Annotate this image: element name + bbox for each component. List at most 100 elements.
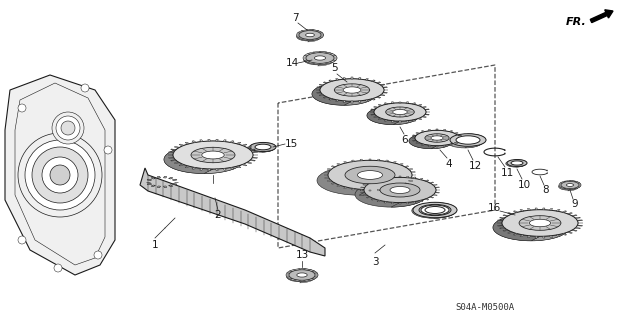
Polygon shape	[408, 180, 413, 182]
Polygon shape	[323, 82, 328, 83]
Polygon shape	[562, 211, 566, 212]
Ellipse shape	[286, 269, 318, 281]
FancyArrow shape	[590, 10, 613, 23]
Polygon shape	[192, 141, 196, 143]
Ellipse shape	[303, 52, 337, 64]
Ellipse shape	[299, 31, 321, 40]
Text: 8: 8	[543, 185, 549, 195]
Ellipse shape	[249, 143, 275, 152]
Polygon shape	[500, 217, 505, 219]
Polygon shape	[351, 101, 353, 103]
Polygon shape	[428, 130, 431, 131]
Ellipse shape	[296, 30, 323, 41]
Polygon shape	[168, 185, 173, 187]
Polygon shape	[429, 182, 434, 183]
Polygon shape	[406, 102, 409, 103]
Polygon shape	[351, 78, 353, 79]
Ellipse shape	[364, 177, 436, 203]
Circle shape	[104, 146, 112, 154]
Circle shape	[52, 112, 84, 144]
Polygon shape	[365, 78, 369, 80]
Polygon shape	[333, 60, 336, 61]
Polygon shape	[520, 235, 524, 237]
Polygon shape	[308, 30, 323, 42]
Polygon shape	[360, 187, 365, 188]
Polygon shape	[562, 234, 566, 235]
Ellipse shape	[409, 133, 453, 149]
Polygon shape	[435, 192, 440, 193]
Polygon shape	[508, 212, 513, 214]
Polygon shape	[343, 78, 346, 79]
Polygon shape	[418, 104, 422, 106]
Polygon shape	[319, 63, 321, 64]
Polygon shape	[262, 143, 276, 152]
Ellipse shape	[255, 144, 271, 150]
Polygon shape	[344, 79, 384, 105]
Text: 15: 15	[284, 139, 298, 149]
Polygon shape	[335, 78, 339, 80]
Polygon shape	[380, 94, 385, 96]
Polygon shape	[391, 102, 394, 103]
Polygon shape	[458, 140, 461, 141]
Polygon shape	[337, 163, 341, 165]
Polygon shape	[351, 160, 355, 161]
Polygon shape	[324, 177, 329, 179]
Ellipse shape	[421, 205, 449, 215]
Ellipse shape	[312, 83, 376, 105]
Text: 10: 10	[517, 180, 531, 190]
Polygon shape	[304, 280, 305, 281]
Polygon shape	[577, 220, 582, 221]
Polygon shape	[174, 162, 180, 164]
Polygon shape	[391, 121, 394, 122]
Polygon shape	[572, 230, 577, 231]
Polygon shape	[330, 53, 333, 55]
Polygon shape	[429, 197, 434, 198]
Polygon shape	[399, 203, 401, 204]
Polygon shape	[574, 181, 576, 182]
Ellipse shape	[386, 107, 414, 117]
Ellipse shape	[506, 160, 526, 167]
Ellipse shape	[320, 79, 384, 101]
Polygon shape	[380, 84, 385, 85]
Polygon shape	[458, 135, 461, 136]
Polygon shape	[168, 177, 173, 179]
Circle shape	[32, 147, 88, 203]
Polygon shape	[312, 79, 352, 105]
Polygon shape	[174, 146, 180, 148]
Polygon shape	[200, 168, 203, 170]
Polygon shape	[575, 217, 580, 219]
Polygon shape	[330, 62, 333, 63]
Ellipse shape	[502, 210, 578, 236]
Polygon shape	[416, 132, 420, 134]
Ellipse shape	[390, 187, 410, 194]
Text: 7: 7	[292, 13, 298, 23]
Polygon shape	[550, 208, 553, 210]
Polygon shape	[324, 63, 327, 64]
Polygon shape	[577, 182, 580, 183]
Polygon shape	[374, 116, 378, 117]
Polygon shape	[500, 227, 505, 229]
Polygon shape	[556, 235, 560, 237]
Polygon shape	[419, 178, 423, 180]
Polygon shape	[236, 166, 241, 168]
Polygon shape	[360, 189, 363, 191]
Polygon shape	[299, 280, 300, 281]
Polygon shape	[412, 135, 417, 136]
Ellipse shape	[561, 182, 579, 189]
Ellipse shape	[306, 33, 314, 37]
Polygon shape	[575, 227, 580, 229]
Polygon shape	[316, 38, 319, 39]
Polygon shape	[425, 109, 429, 110]
Polygon shape	[428, 145, 431, 147]
Polygon shape	[246, 162, 252, 164]
Polygon shape	[503, 230, 508, 231]
Ellipse shape	[456, 136, 480, 144]
Polygon shape	[513, 211, 518, 212]
Polygon shape	[377, 178, 381, 180]
Polygon shape	[503, 215, 508, 216]
Polygon shape	[301, 38, 303, 39]
Ellipse shape	[303, 54, 332, 65]
Polygon shape	[421, 130, 425, 132]
Polygon shape	[307, 30, 308, 31]
Polygon shape	[312, 30, 314, 31]
